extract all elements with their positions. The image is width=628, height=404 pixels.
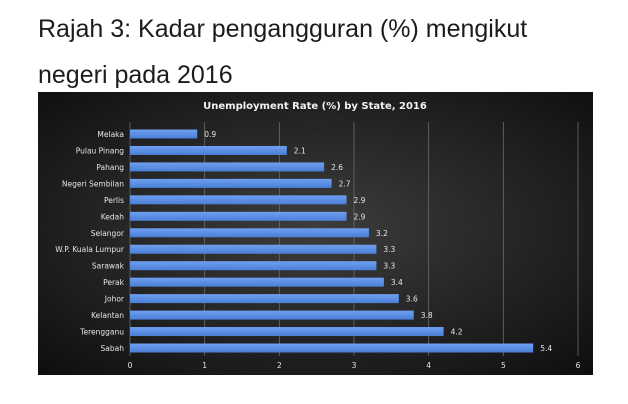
x-tick-label: 5 — [501, 361, 506, 370]
category-label: Terengganu — [79, 328, 124, 337]
heading-line-1: Rajah 3: Kadar pengangguran (%) mengikut — [38, 15, 528, 43]
bar — [130, 277, 384, 287]
category-label: Kedah — [101, 212, 125, 221]
bar — [130, 162, 325, 172]
category-label: Johor — [104, 295, 125, 304]
chart-title: Unemployment Rate (%) by State, 2016 — [203, 101, 427, 112]
category-label: W.P. Kuala Lumpur — [55, 245, 125, 254]
bar — [130, 129, 198, 139]
category-label: Melaka — [97, 130, 124, 139]
bar — [130, 244, 377, 254]
value-label: 0.9 — [204, 130, 216, 139]
value-label: 2.1 — [294, 146, 306, 155]
category-label: Perlis — [104, 196, 124, 205]
chart-canvas: Unemployment Rate (%) by State, 2016 Mel… — [38, 92, 593, 375]
value-label: 2.7 — [339, 179, 351, 188]
value-label: 3.6 — [406, 295, 418, 304]
bar — [130, 310, 414, 320]
heading-line-2: negeri pada 2016 — [38, 61, 233, 89]
bar — [130, 261, 377, 271]
value-label: 4.2 — [451, 328, 463, 337]
value-label: 3.3 — [383, 262, 395, 271]
bar — [130, 327, 444, 337]
bars — [130, 129, 534, 353]
category-label: Selangor — [91, 229, 125, 238]
value-label: 5.4 — [540, 344, 552, 353]
bar — [130, 195, 347, 205]
category-label: Sarawak — [92, 262, 125, 271]
value-label: 2.6 — [331, 163, 343, 172]
page-heading: Rajah 3: Kadar pengangguran (%) mengikut… — [38, 6, 598, 98]
bar — [130, 228, 369, 238]
bar — [130, 145, 287, 155]
category-labels: Melaka Pulau Pinang Pahang Negeri Sembilan P… — [55, 130, 125, 353]
value-label: 3.3 — [383, 245, 395, 254]
category-label: Pahang — [96, 163, 124, 172]
value-label: 3.8 — [421, 311, 433, 320]
x-axis-ticks: 0 1 2 3 4 5 6 — [128, 361, 581, 370]
x-tick-label: 3 — [352, 361, 357, 370]
bar — [130, 294, 399, 304]
x-tick-label: 2 — [277, 361, 282, 370]
value-labels: 0.92.12.62.72.92.93.23.33.33.43.63.84.25… — [204, 130, 552, 353]
value-label: 3.4 — [391, 278, 403, 287]
category-label: Perak — [103, 278, 125, 287]
x-tick-label: 4 — [426, 361, 431, 370]
category-label: Negeri Sembilan — [62, 179, 124, 188]
value-label: 3.2 — [376, 229, 388, 238]
category-label: Pulau Pinang — [76, 146, 125, 155]
x-tick-label: 6 — [576, 361, 581, 370]
x-tick-label: 0 — [128, 361, 133, 370]
bar — [130, 211, 347, 221]
value-label: 2.9 — [354, 196, 366, 205]
bar-chart: Unemployment Rate (%) by State, 2016 Mel… — [38, 92, 593, 375]
x-tick-label: 1 — [202, 361, 207, 370]
category-label: Sabah — [101, 344, 125, 353]
bar — [130, 178, 332, 188]
category-label: Kelantan — [91, 311, 124, 320]
value-label: 2.9 — [354, 212, 366, 221]
bar — [130, 343, 534, 353]
